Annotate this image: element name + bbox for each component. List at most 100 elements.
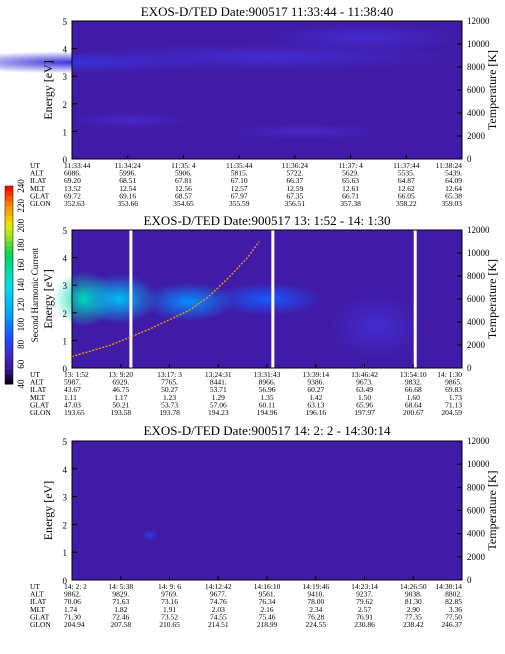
intensity-region [79, 274, 158, 324]
y-right-tick-label: 2000 [467, 340, 486, 350]
y-right-tick-label: 2000 [467, 552, 486, 562]
colorbar-segment [5, 255, 13, 261]
ephemeris-value: 79.62 [356, 597, 373, 606]
colorbar-segment [5, 369, 13, 375]
y-tick-label: 2 [63, 309, 68, 319]
ephemeris-value: 1.60 [407, 393, 420, 402]
ephemeris-label: ALT [30, 378, 44, 387]
ephemeris-value: 3.36 [449, 605, 462, 614]
ephemeris-value: 5906. [175, 169, 192, 178]
ephemeris-value: 60.27 [307, 385, 324, 394]
ephemeris-value: 230.86 [354, 620, 375, 629]
y-right-tick-label: 0 [467, 363, 472, 373]
ephemeris-value: 67.35 [286, 191, 303, 200]
ephemeris-value: 224.55 [305, 620, 326, 629]
intensity-region [267, 23, 462, 52]
y-right-tick-label: 8000 [467, 482, 486, 492]
colorbar-segment [5, 344, 13, 350]
colorbar-segment [5, 260, 13, 266]
ephemeris-value: 76.28 [307, 612, 324, 621]
ephemeris-value: 1.50 [358, 393, 371, 402]
ephemeris-value: 13:39:14 [302, 370, 329, 379]
chart-title: EXOS-D/TED Date:900517 11:33:44 - 11:38:… [141, 4, 394, 19]
colorbar-segment [5, 275, 13, 281]
y-tick-label: 4 [63, 254, 68, 264]
ephemeris-value: 194.96 [257, 408, 278, 417]
y-axis-label: Energy [eV] [41, 60, 55, 119]
ephemeris-value: 11:33:44 [64, 161, 91, 170]
ephemeris-value: 81.30 [405, 597, 422, 606]
colorbar-segment [5, 349, 13, 355]
ephemeris-value: 73.16 [161, 597, 178, 606]
ephemeris-value: 354.65 [173, 199, 194, 208]
y-right-tick-label: 10000 [467, 248, 490, 258]
ephemeris-value: 14:30:14 [435, 582, 462, 591]
ephemeris-value: 1.23 [163, 393, 176, 402]
colorbar-segment [5, 294, 13, 301]
colorbar-frame [4, 185, 14, 385]
ephemeris-value: 1.42 [309, 393, 322, 402]
ephemeris-label: ALT [30, 169, 44, 178]
y-tick-label: 1 [63, 336, 68, 346]
ephemeris-value: 13:17: 3 [157, 370, 182, 379]
y-tick-label: 3 [63, 72, 68, 82]
ephemeris-value: 13:46:42 [351, 370, 378, 379]
ephemeris-value: 11:35: 4 [171, 161, 196, 170]
ephemeris-value: 2.34 [309, 605, 322, 614]
ephemeris-label: UT [30, 370, 40, 379]
ephemeris-label: GLON [30, 199, 51, 208]
ephemeris-value: 9237. [356, 590, 373, 599]
ephemeris-value: 76.91 [356, 612, 373, 621]
colorbar-tick-label: 120 [16, 298, 26, 312]
ephemeris-value: 9832. [405, 378, 422, 387]
colorbar-segment [5, 205, 13, 212]
ephemeris-value: 12.56 [175, 184, 192, 193]
ephemeris-value: 77.50 [445, 612, 462, 621]
ephemeris-value: 358.22 [396, 199, 417, 208]
ephemeris-value: 1.29 [212, 393, 225, 402]
ephemeris-value: 71.63 [112, 597, 129, 606]
y-tick-label: 2 [63, 100, 68, 110]
y-tick-label: 3 [63, 493, 68, 503]
ephemeris-value: 13:31:43 [254, 370, 281, 379]
ephemeris-label: GLON [30, 408, 51, 417]
ephemeris-value: 71.13 [445, 400, 462, 409]
y-tick-label: 3 [63, 281, 68, 291]
y-right-axis-label: Temperature [K] [485, 470, 499, 550]
ephemeris-value: 9769. [161, 590, 178, 599]
ephemeris-value: 82.85 [445, 597, 462, 606]
ephemeris-value: 9677. [210, 590, 227, 599]
colorbar-segment [5, 285, 13, 291]
ephemeris-value: 14: 1:30 [437, 370, 462, 379]
y-right-tick-label: 10000 [467, 459, 490, 469]
colorbar-tick-label: 140 [16, 278, 26, 292]
ephemeris-value: 12.59 [286, 184, 303, 193]
data-gap [129, 230, 133, 368]
colorbar-segment [5, 215, 13, 222]
ephemeris-value: 53.73 [161, 400, 178, 409]
ephemeris-value: 1.11 [64, 393, 77, 402]
colorbar-segment [5, 329, 13, 335]
ephemeris-label: GLON [30, 620, 51, 629]
ephemeris-label: UT [30, 582, 40, 591]
ephemeris-value: 238.42 [403, 620, 424, 629]
ephemeris-value: 14: 2: 2 [64, 582, 87, 591]
ephemeris-value: 67.97 [231, 191, 248, 200]
colorbar-segment [5, 289, 13, 296]
ephemeris-value: 69.20 [64, 176, 81, 185]
intensity-region [212, 282, 322, 316]
ephemeris-value: 193.58 [110, 408, 131, 417]
colorbar-tick-label: 60 [16, 359, 26, 369]
colorbar-label: Second Harmonic Current [30, 247, 40, 342]
ephemeris-value: 14: 9: 6 [158, 582, 181, 591]
colorbar-segment [5, 240, 13, 246]
ephemeris-value: 1.74 [64, 605, 77, 614]
ephemeris-value: 78.00 [307, 597, 324, 606]
colorbar-segment [5, 299, 13, 306]
ephemeris-value: 65.96 [356, 400, 373, 409]
ephemeris-label: GLAT [30, 191, 50, 200]
data-gap [271, 230, 275, 368]
temperature-trace [71, 241, 260, 358]
ephemeris-value: 14:16:10 [254, 582, 281, 591]
